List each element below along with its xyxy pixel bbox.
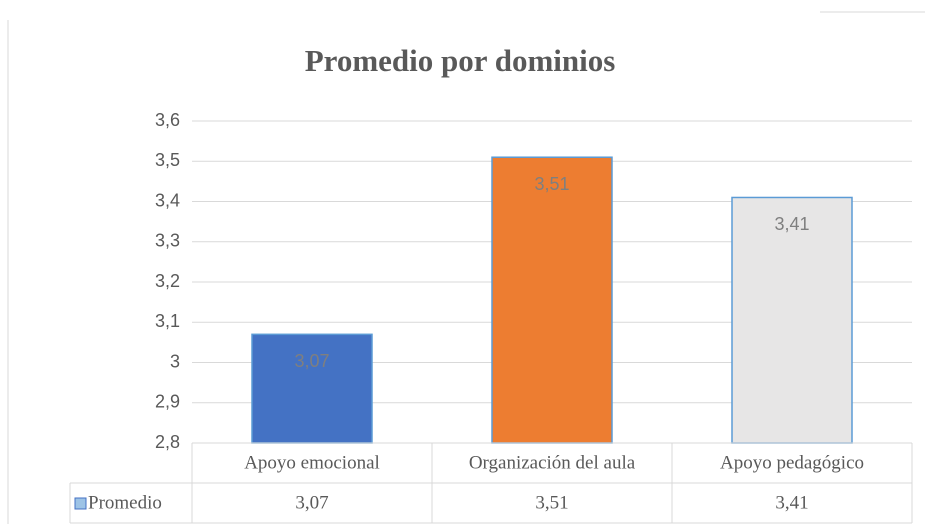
y-tick-label: 3,4 (155, 190, 180, 210)
y-tick-label: 3,2 (155, 271, 180, 291)
bar (251, 333, 373, 444)
y-tick-label: 3,5 (155, 150, 180, 170)
bar (731, 196, 853, 444)
table-value: 3,07 (295, 492, 328, 513)
y-tick-label: 2,8 (155, 432, 180, 452)
y-tick-label: 3,1 (155, 311, 180, 331)
x-tick-label: Apoyo emocional (244, 452, 380, 473)
y-tick-label: 2,9 (155, 392, 180, 412)
data-label: 3,41 (774, 214, 809, 234)
data-label: 3,51 (534, 174, 569, 194)
y-tick-label: 3 (170, 351, 180, 371)
table-value: 3,41 (775, 492, 808, 513)
y-tick-label: 3,6 (155, 110, 180, 130)
x-tick-label: Apoyo pedagógico (720, 452, 864, 473)
x-tick-label: Organización del aula (469, 452, 636, 473)
legend-key (74, 497, 87, 510)
y-tick-label: 3,3 (155, 231, 180, 251)
table-value: 3,51 (535, 492, 568, 513)
data-label: 3,07 (294, 351, 329, 371)
chart-title: Promedio por dominios (305, 43, 616, 78)
legend-label: Promedio (88, 492, 162, 513)
bar (491, 156, 613, 444)
